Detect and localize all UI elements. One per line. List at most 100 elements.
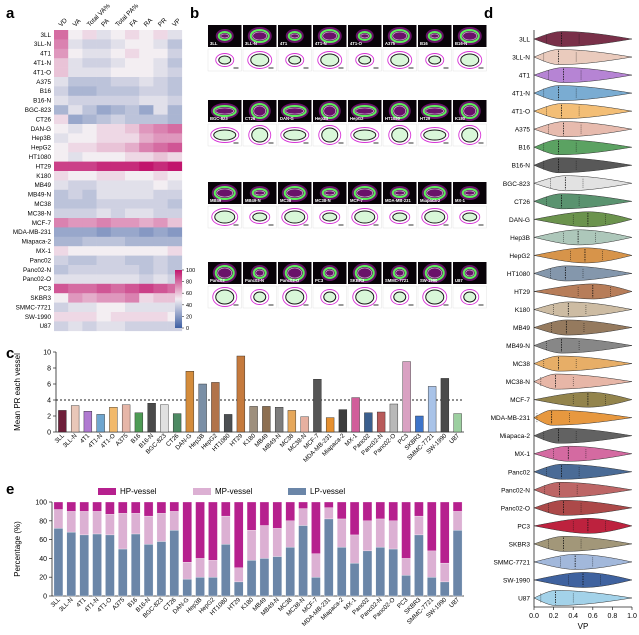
heatmap-cell	[96, 180, 112, 191]
heatmap-cell	[54, 105, 69, 115]
heatmap-row-label: BGC-823	[25, 107, 52, 114]
heatmap-row-label: 4T1	[40, 51, 51, 58]
heatmap-cell	[167, 39, 183, 50]
bar	[211, 382, 220, 433]
vessel-outline	[288, 55, 302, 65]
white-highlight	[287, 267, 303, 279]
vessel-outline	[392, 212, 408, 222]
violin-label: B16	[518, 145, 530, 152]
heatmap-cell	[96, 114, 112, 125]
heatmap-cell	[96, 236, 112, 247]
heatmap-cell	[110, 77, 126, 87]
green-vessel	[213, 186, 236, 200]
violin	[533, 500, 633, 516]
vessel-outline	[462, 212, 478, 222]
stacked-segment-mp-vessel	[79, 511, 89, 536]
heatmap-cell	[54, 77, 69, 87]
heatmap-row-label: U87	[39, 323, 51, 330]
stacked-segment-hp-vessel	[298, 501, 308, 509]
white-highlight	[322, 31, 338, 41]
colorbar	[175, 270, 182, 328]
heatmap-row-label: SKBR3	[30, 295, 51, 302]
vessel-outline	[218, 55, 232, 65]
heatmap-cell	[153, 208, 168, 219]
stacked-segment-mp-vessel	[182, 562, 192, 580]
y-axis-title: Percentage (%)	[13, 521, 22, 577]
violin-label: 3LL	[519, 37, 530, 44]
heatmap-row-label: 3LL	[40, 32, 51, 39]
magenta-outline	[387, 51, 413, 69]
heatmap-cell	[139, 312, 154, 322]
white-highlight	[425, 107, 445, 115]
x-tick-label: 1.0	[627, 613, 637, 620]
heatmap-cell	[68, 95, 83, 106]
stacked-segment-lp-vessel	[259, 558, 270, 597]
vessel-outline	[253, 291, 267, 303]
magenta-outline	[320, 289, 340, 305]
heatmap-row-label: Panc02-O	[23, 276, 51, 283]
heatmap-cell	[110, 30, 126, 40]
heatmap-cell	[125, 274, 140, 285]
colorbar-tick-label: 80	[186, 280, 192, 286]
white-highlight	[462, 31, 478, 41]
heatmap-cell	[82, 293, 97, 303]
heatmap-cell	[82, 152, 97, 162]
bar	[313, 379, 322, 433]
heatmap-cell	[139, 227, 154, 238]
heatmap-cell	[125, 161, 140, 172]
violin	[533, 463, 633, 480]
heatmap-cell	[110, 255, 126, 266]
tile-label: SMMC-7721	[385, 278, 409, 283]
heatmap-cell	[153, 124, 168, 134]
vessel-outline	[393, 291, 407, 303]
heatmap-cell	[153, 265, 168, 275]
heatmap-cell	[96, 312, 112, 322]
tile-label: PC3	[315, 278, 324, 283]
violin-label: 4T1	[519, 73, 531, 80]
green-vessel	[462, 267, 477, 279]
heatmap-cell	[110, 321, 126, 332]
stacked-segment-lp-vessel	[131, 533, 141, 597]
green-vessel	[427, 31, 442, 41]
heatmap-cell	[54, 302, 69, 313]
green-vessel	[459, 29, 480, 43]
magenta-outline	[281, 208, 309, 226]
heatmap-cell	[167, 30, 183, 40]
stacked-segment-hp-vessel	[349, 501, 360, 536]
heatmap-cell	[110, 302, 126, 313]
heatmap-cell	[110, 133, 126, 144]
heatmap-row-label: 3LL-N	[34, 41, 52, 48]
white-highlight	[426, 188, 444, 198]
vessel-outline	[214, 210, 236, 224]
y-tick-label: 80	[39, 518, 47, 525]
heatmap-cell	[153, 171, 168, 181]
heatmap-cell	[54, 124, 69, 134]
violin	[533, 103, 633, 119]
heatmap-cell	[82, 199, 97, 209]
stacked-segment-lp-vessel	[452, 530, 463, 597]
magenta-outline	[421, 208, 449, 226]
tile-label: U87	[455, 278, 463, 283]
white-highlight	[355, 107, 375, 115]
heatmap-cell	[96, 86, 112, 97]
tile-label: 4T1	[280, 41, 288, 46]
heatmap-cell	[153, 227, 168, 238]
heatmap-cell	[54, 30, 69, 40]
heatmap-cell	[82, 218, 97, 228]
heatmap-cell	[68, 39, 83, 50]
heatmap-cell	[125, 302, 140, 313]
stacked-segment-mp-vessel	[362, 520, 373, 552]
stacked-segment-hp-vessel	[324, 501, 334, 508]
heatmap-cell	[68, 152, 83, 162]
violin-label: 4T1-N	[512, 91, 530, 98]
heatmap-cell	[96, 189, 112, 200]
heatmap-cell	[96, 161, 112, 172]
heatmap-cell	[96, 124, 112, 134]
violin	[533, 193, 633, 210]
green-vessel	[460, 103, 479, 119]
heatmap-cell	[125, 105, 140, 115]
heatmap-cell	[125, 39, 140, 50]
white-highlight	[323, 105, 337, 117]
heatmap-cell	[153, 199, 168, 209]
